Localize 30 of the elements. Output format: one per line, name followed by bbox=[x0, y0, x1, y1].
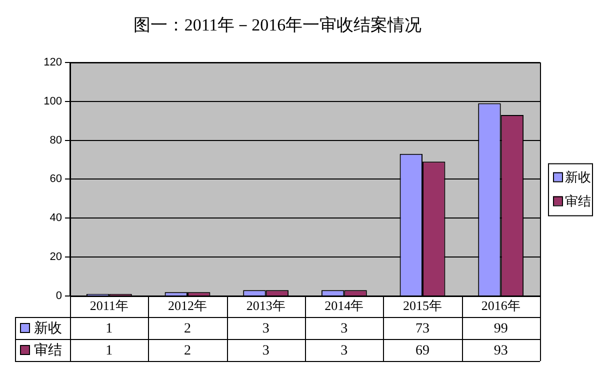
data-label: 2 bbox=[184, 322, 191, 337]
y-tick-label: 80 bbox=[50, 134, 62, 146]
y-tick-label: 0 bbox=[56, 290, 62, 302]
x-tick-label: 2015年 bbox=[403, 298, 442, 314]
data-label: 3 bbox=[262, 344, 270, 359]
data-label: 1 bbox=[106, 344, 113, 359]
x-tick-label: 2013年 bbox=[246, 298, 286, 314]
data-label: 1 bbox=[106, 322, 113, 337]
data-label: 3 bbox=[340, 344, 348, 359]
y-tick-label: 60 bbox=[50, 173, 62, 186]
legend-label: 新收 bbox=[34, 320, 62, 337]
y-tick-label: 20 bbox=[50, 251, 62, 264]
y-tick-label: 40 bbox=[50, 212, 62, 224]
data-label: 3 bbox=[340, 322, 348, 337]
data-label: 93 bbox=[494, 344, 508, 359]
data-label: 73 bbox=[416, 322, 430, 337]
y-tick-label: 100 bbox=[44, 95, 62, 108]
text: 审结 bbox=[34, 344, 62, 359]
x-tick-label: 2014年 bbox=[324, 298, 364, 314]
data-label: 99 bbox=[494, 322, 508, 337]
data-label: 2 bbox=[184, 344, 191, 359]
text: 新收 bbox=[565, 170, 591, 185]
data-label: 69 bbox=[416, 344, 430, 359]
chart-title: 图一：2011年－2016年一审收结案情况 bbox=[133, 16, 422, 35]
x-tick-label: 2016年 bbox=[481, 298, 520, 314]
x-tick-label: 2011年 bbox=[90, 298, 128, 314]
x-tick-label: 2012年 bbox=[168, 298, 207, 314]
data-label: 3 bbox=[262, 322, 270, 337]
y-tick-label: 120 bbox=[44, 56, 62, 68]
legend-label: 审结 bbox=[565, 194, 591, 209]
